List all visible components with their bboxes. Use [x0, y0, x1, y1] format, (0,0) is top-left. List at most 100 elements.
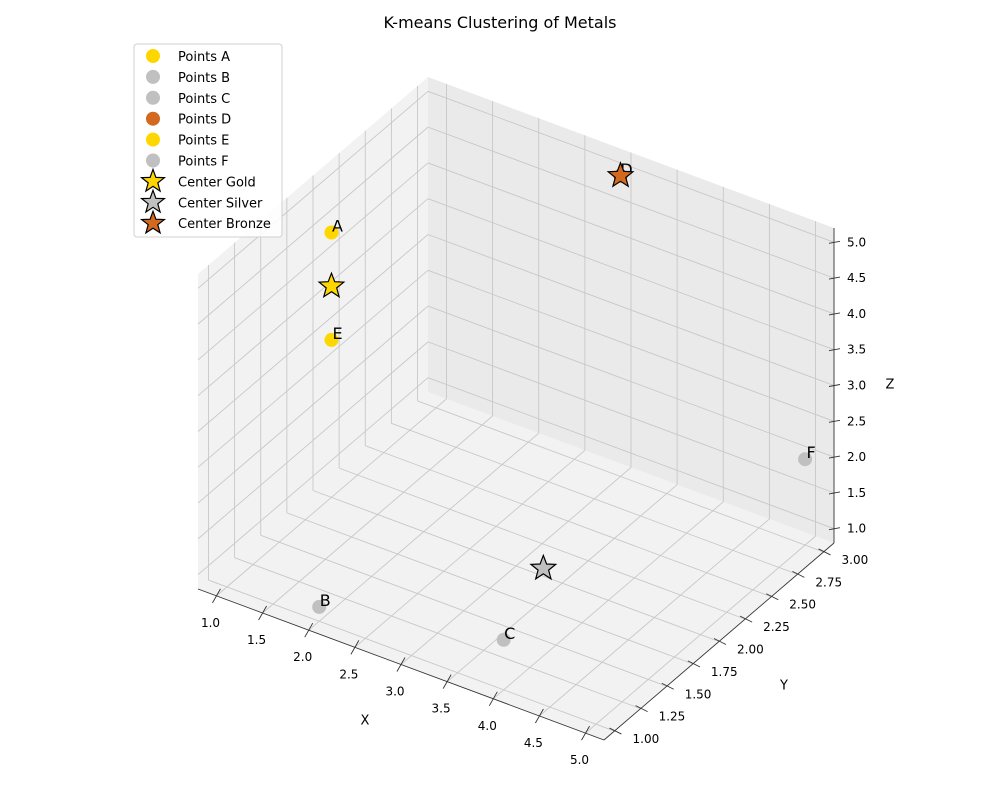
legend-marker-dot — [146, 90, 160, 105]
legend-marker-dot — [146, 132, 160, 147]
legend-label: Center Gold — [178, 175, 256, 190]
z-tick-label: 5.0 — [847, 235, 866, 249]
point-label-B: B — [320, 591, 331, 610]
grid-line — [208, 579, 615, 732]
y-tick-label: 1.50 — [685, 687, 712, 701]
point-label-A: A — [332, 217, 343, 236]
y-tick — [661, 682, 674, 690]
grid-line — [427, 234, 835, 386]
y-tick-label: 2.00 — [737, 643, 764, 657]
z-tick — [828, 419, 841, 423]
grid-line — [197, 234, 429, 432]
grid-line — [427, 305, 835, 458]
legend-label: Points B — [178, 71, 230, 86]
y-axis-label: Y — [779, 679, 788, 694]
x-tick — [212, 588, 221, 604]
legend-label: Points E — [178, 134, 229, 149]
z-tick — [828, 527, 841, 531]
y-tick — [766, 593, 779, 601]
x-tick-label: 3.0 — [385, 685, 404, 699]
grid-line — [427, 377, 835, 530]
z-tick — [828, 384, 841, 387]
y-tick-label: 3.00 — [842, 553, 869, 567]
y-tick-label: 2.75 — [815, 575, 842, 589]
z-tick-label: 2.5 — [847, 414, 866, 428]
grid-lines — [197, 83, 835, 734]
data-point-E — [324, 332, 339, 347]
y-tick — [635, 705, 648, 713]
legend-marker-star — [139, 209, 167, 235]
grid-line — [427, 126, 835, 279]
x-tick — [258, 605, 267, 621]
y-tick-label: 2.50 — [789, 598, 816, 612]
y-tick — [818, 548, 831, 556]
data-point-B — [312, 599, 327, 614]
x-tick — [488, 691, 498, 707]
grid-line — [197, 269, 429, 468]
legend-box — [133, 43, 283, 238]
x-tick-label: 2.5 — [339, 667, 358, 681]
grid-line — [427, 341, 835, 494]
x-tick-label: 4.0 — [478, 719, 497, 733]
grid-line — [427, 198, 835, 351]
x-tick-label: 1.0 — [201, 616, 220, 630]
legend-label: Points D — [178, 113, 231, 128]
grid-line — [197, 126, 429, 325]
z-axis-label: Z — [886, 378, 895, 393]
grid-line — [365, 445, 772, 598]
y-tick-label: 1.75 — [711, 665, 738, 679]
y-tick — [792, 570, 805, 578]
grid-line — [312, 490, 720, 642]
x-tick-label: 1.5 — [247, 633, 266, 647]
grid-line — [427, 90, 835, 243]
data-point-A — [324, 225, 339, 240]
legend-marker-star — [139, 167, 167, 193]
grid-line — [417, 400, 824, 553]
z-tick — [828, 240, 841, 244]
x-tick-label: 2.0 — [293, 650, 312, 664]
z-tick-label: 2.0 — [847, 450, 866, 464]
x-tick-label: 4.5 — [524, 736, 543, 750]
x-tick — [535, 708, 544, 724]
legend-label: Center Silver — [178, 196, 263, 211]
y-tick-label: 1.25 — [659, 710, 686, 724]
legend: Points A Points B Points C Points D Points E… — [133, 43, 283, 238]
data-point-F — [798, 452, 813, 467]
point-label-C: C — [504, 624, 515, 643]
y-tick — [687, 660, 701, 668]
x-tick-label: 5.0 — [570, 753, 589, 767]
y-tick-label: 1.00 — [633, 732, 660, 746]
y-tick — [713, 638, 727, 645]
legend-label: Points F — [178, 155, 229, 170]
grid-line — [197, 90, 429, 289]
x-tick — [396, 657, 406, 672]
z-tick — [828, 276, 841, 280]
cluster-center-center-bronze — [606, 161, 635, 188]
legend-marker-dot — [146, 153, 160, 168]
legend-marker-dot — [146, 69, 160, 84]
axes: 1.0 1.5 2.0 2.5 3.0 3.5 4.0 4.5 5.0 1.00 1.25 1.50 1… — [197, 228, 895, 767]
y-tick — [609, 727, 622, 735]
legend-label: Points C — [178, 92, 230, 107]
grid-line — [338, 467, 746, 620]
point-label-F: F — [806, 443, 815, 462]
cluster-center-center-silver — [529, 553, 558, 581]
z-tick-label: 4.0 — [847, 307, 866, 321]
grid-line — [197, 377, 429, 576]
x-axis-label: X — [361, 714, 370, 729]
x-tick — [442, 674, 452, 689]
z-tick-label: 3.5 — [847, 343, 866, 357]
z-tick — [828, 312, 841, 316]
y-tick-label: 2.25 — [763, 620, 790, 634]
z-tick-label: 1.5 — [847, 486, 866, 500]
grid-line — [427, 269, 835, 422]
z-tick-label: 4.5 — [847, 271, 866, 285]
axis-panes — [198, 77, 834, 740]
z-tick — [828, 491, 841, 495]
grid-line — [391, 422, 798, 575]
z-tick — [828, 348, 841, 352]
x-tick-label: 3.5 — [432, 702, 451, 716]
legend-marker-dot — [146, 49, 160, 63]
